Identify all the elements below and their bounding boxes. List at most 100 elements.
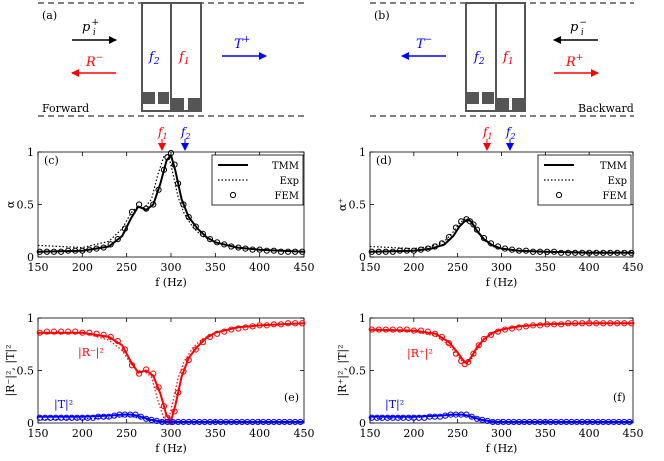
series-tmm	[369, 218, 633, 254]
series-fem	[368, 216, 635, 256]
data-point	[593, 320, 600, 327]
data-point	[93, 330, 100, 337]
y-axis-label: α	[4, 200, 17, 208]
data-point	[155, 384, 162, 391]
x-axis-label: f (Hz)	[155, 442, 187, 455]
data-point	[494, 243, 502, 250]
data-point	[199, 339, 207, 346]
data-point	[199, 230, 207, 237]
data-point	[501, 326, 509, 333]
data-point	[368, 326, 375, 333]
x-tick-label: 150	[28, 261, 49, 274]
res-label-f2: f2	[473, 50, 485, 67]
data-point	[508, 246, 516, 253]
data-point	[424, 328, 431, 335]
data-point	[221, 328, 228, 335]
x-axis-label: f (Hz)	[486, 276, 518, 289]
panel-label: (f)	[613, 391, 626, 404]
resonator-f1	[170, 2, 202, 112]
data-point	[558, 249, 565, 256]
annotation: |R⁺|²	[407, 347, 433, 361]
res-label-f2: f2	[148, 50, 160, 67]
x-tick-label: 200	[403, 427, 424, 440]
annotation: |T|²	[54, 398, 73, 412]
marker-f2-label: f2	[505, 125, 516, 141]
data-point	[135, 370, 143, 377]
data-point	[410, 247, 417, 254]
data-point	[417, 327, 424, 334]
data-point	[445, 340, 452, 347]
data-point	[93, 245, 100, 252]
data-point	[586, 249, 593, 256]
data-point	[579, 249, 586, 256]
data-point	[150, 370, 157, 377]
data-point	[221, 241, 228, 248]
res-label-f1: f1	[178, 50, 190, 67]
markers-c: f1 f2	[157, 125, 191, 151]
data-point	[121, 225, 128, 232]
series-exp	[37, 153, 305, 253]
legend-swatch	[555, 191, 563, 199]
data-point	[284, 320, 292, 327]
data-point	[389, 326, 396, 333]
data-point	[579, 320, 586, 327]
data-point	[155, 186, 162, 193]
data-point	[86, 329, 93, 336]
data-point	[458, 218, 465, 225]
data-point	[171, 161, 178, 168]
data-point	[396, 247, 403, 254]
x-tick-label: 400	[249, 427, 270, 440]
data-point	[185, 356, 192, 364]
data-point	[128, 208, 136, 215]
x-tick-label: 150	[28, 427, 49, 440]
data-point	[614, 249, 621, 256]
resonator-f1	[495, 2, 526, 112]
data-point	[107, 333, 114, 340]
data-point	[529, 322, 537, 329]
x-tick-label: 250	[447, 427, 468, 440]
x-tick-label: 300	[491, 427, 512, 440]
res-label-f1: f1	[502, 50, 514, 67]
data-point	[277, 248, 285, 255]
data-point	[522, 323, 530, 330]
x-tick-label: 150	[360, 261, 381, 274]
data-point	[445, 233, 452, 241]
data-point	[468, 413, 475, 420]
data-point	[86, 246, 93, 253]
y-tick-label: 1	[359, 312, 366, 325]
data-point	[174, 389, 182, 396]
data-point	[375, 248, 382, 255]
series--r-2-exp	[37, 322, 305, 422]
marker-f1-label: f1	[482, 125, 493, 141]
data-point	[375, 326, 382, 333]
data-point	[214, 330, 221, 337]
y-tick-label: 0	[359, 417, 366, 430]
data-point	[572, 320, 579, 327]
data-point	[463, 411, 470, 418]
neck-block	[482, 92, 494, 104]
data-point	[403, 326, 410, 333]
legend-entry: Exp	[280, 176, 299, 187]
data-point	[614, 320, 621, 327]
reflected-label: R−	[85, 53, 103, 70]
x-tick-label: 200	[403, 261, 424, 274]
marker-f2-label: f2	[180, 125, 191, 141]
y-tick-label: 0.5	[17, 365, 35, 378]
data-point	[417, 246, 424, 253]
data-point	[396, 326, 403, 333]
data-point	[389, 248, 396, 255]
data-point	[263, 322, 270, 329]
data-point	[536, 248, 544, 255]
data-point	[270, 321, 277, 328]
data-point	[501, 245, 509, 252]
data-point	[150, 201, 157, 208]
data-point	[382, 326, 389, 333]
data-point	[228, 326, 235, 333]
data-point	[480, 235, 488, 242]
series--r-2-fem	[36, 320, 306, 426]
data-point	[600, 320, 607, 327]
data-point	[626, 418, 633, 426]
data-point	[114, 236, 121, 243]
x-tick-label: 200	[72, 427, 93, 440]
panel-label: (d)	[376, 154, 392, 167]
